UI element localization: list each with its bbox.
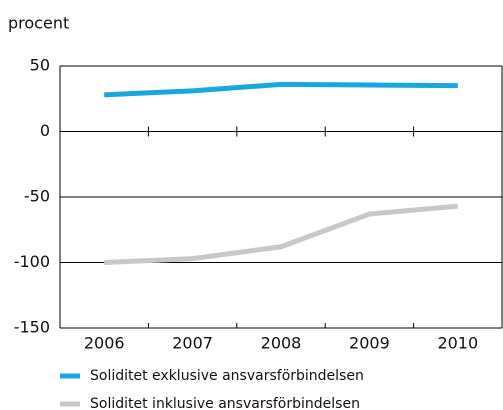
legend-label: Soliditet exklusive ansvarsförbindelsen [90, 368, 364, 384]
x-tick-label: 2010 [437, 334, 478, 353]
legend-label: Soliditet inklusive ansvarsförbindelsen [90, 396, 360, 410]
x-tick-label: 2006 [84, 334, 125, 353]
y-tick-label: 0 [40, 121, 50, 140]
x-tick-label: 2007 [172, 334, 213, 353]
y-axis-title: procent [8, 14, 69, 33]
y-tick-label: -50 [24, 187, 50, 206]
x-tick-label: 2008 [261, 334, 302, 353]
y-tick-label: -100 [14, 252, 50, 271]
x-tick-label: 2009 [349, 334, 390, 353]
y-tick-label: -150 [14, 318, 50, 337]
line-series [104, 81, 458, 98]
y-tick-label: 50 [30, 56, 50, 75]
line-series [104, 203, 459, 265]
